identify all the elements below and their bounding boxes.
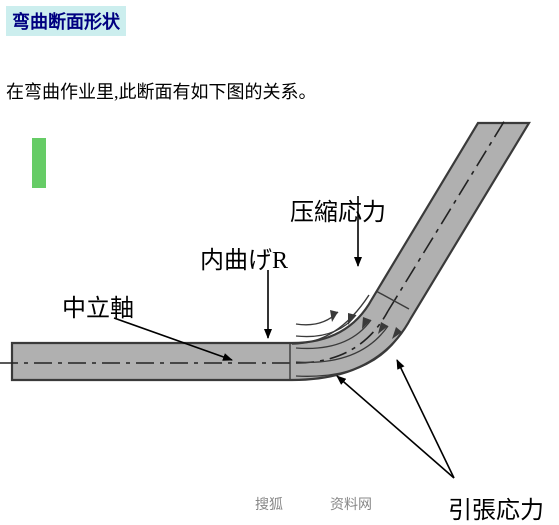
green-accent-rect: [32, 138, 46, 188]
label-tension: 引張応力: [448, 490, 544, 525]
label-neutral-axis: 中立軸: [62, 288, 134, 323]
watermark-left: 搜狐: [255, 494, 283, 514]
leader-tension-a: [397, 360, 454, 478]
section-title: 弯曲断面形状: [6, 6, 126, 36]
label-inner-bend-r: 内曲げR: [200, 240, 288, 275]
label-compression: 压縮応力: [290, 192, 386, 227]
watermark-right: 资料网: [330, 494, 372, 514]
leader-tension-b: [337, 376, 454, 478]
intro-text: 在弯曲作业里,此断面有如下图的关系。: [6, 78, 317, 104]
